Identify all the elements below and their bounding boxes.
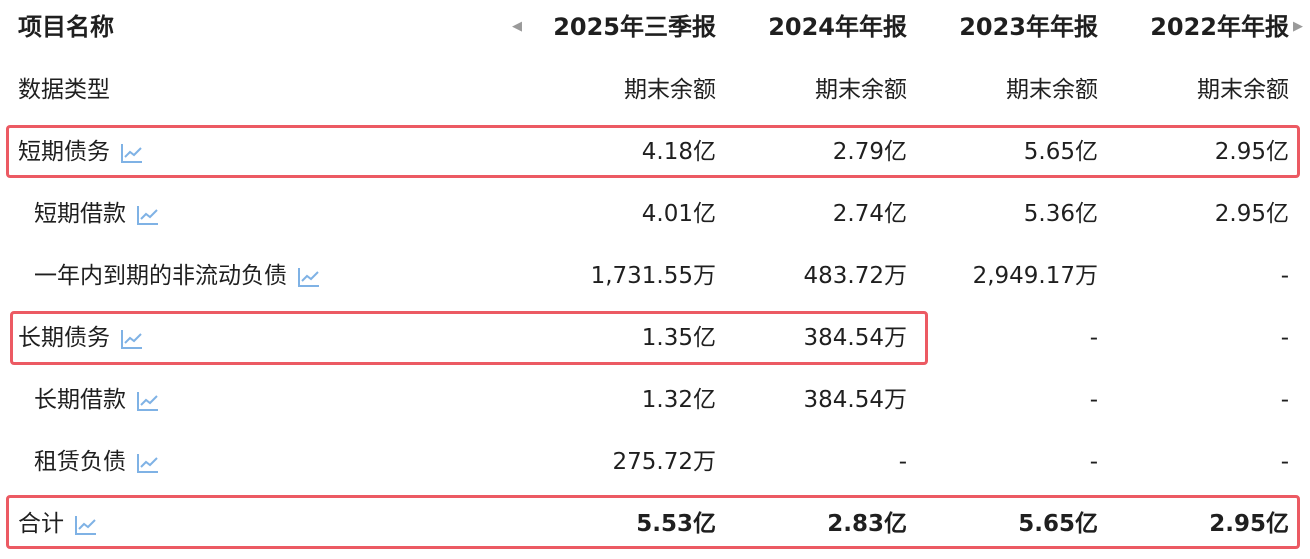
row-value: -: [1089, 325, 1098, 351]
row-value: 1.35亿: [641, 325, 716, 351]
row-value: 2.95亿: [1214, 139, 1289, 165]
row-value: 384.54万: [803, 325, 907, 351]
row-value: 5.36亿: [1023, 201, 1098, 227]
caret-left-icon[interactable]: ◀: [512, 19, 522, 34]
data-type-label: 数据类型: [18, 77, 110, 103]
data-type-value: 期末余额: [1006, 77, 1098, 103]
row-label: 短期债务: [18, 139, 110, 165]
data-type-value: 期末余额: [1197, 77, 1289, 103]
table-row: 长期借款 1.32亿 384.54万 - -: [0, 369, 1310, 431]
data-type-value: 期末余额: [815, 77, 907, 103]
row-value: 275.72万: [612, 449, 716, 475]
table-header-row: 项目名称 ◀ 2025年三季报 2024年年报 2023年年报 2022年年报 …: [0, 0, 1310, 58]
row-value: 2.83亿: [827, 511, 907, 537]
table-row: 长期债务 1.35亿 384.54万 - -: [0, 307, 1310, 369]
row-value: 5.53亿: [636, 511, 716, 537]
row-value: -: [898, 449, 907, 475]
caret-right-icon[interactable]: ▶: [1293, 19, 1303, 34]
row-value: 384.54万: [803, 387, 907, 413]
row-value: 2.95亿: [1214, 201, 1289, 227]
row-label: 长期债务: [18, 325, 110, 351]
line-chart-icon[interactable]: [120, 328, 144, 350]
column-header-period: 2024年年报: [768, 13, 907, 41]
row-value: -: [1280, 325, 1289, 351]
row-value: 4.18亿: [641, 139, 716, 165]
row-value: 5.65亿: [1018, 511, 1098, 537]
column-header-period: 2022年年报: [1150, 13, 1289, 41]
row-value: -: [1280, 449, 1289, 475]
row-value: 1.32亿: [641, 387, 716, 413]
row-label: 一年内到期的非流动负债: [34, 263, 287, 289]
row-value: -: [1089, 449, 1098, 475]
row-label: 长期借款: [34, 387, 126, 413]
row-value: -: [1089, 387, 1098, 413]
line-chart-icon[interactable]: [120, 142, 144, 164]
row-value: 2.74亿: [832, 201, 907, 227]
table-total-row: 合计 5.53亿 2.83亿 5.65亿 2.95亿: [0, 493, 1310, 555]
row-label: 短期借款: [34, 201, 126, 227]
data-type-value: 期末余额: [624, 77, 716, 103]
line-chart-icon[interactable]: [136, 390, 160, 412]
table-row: 租赁负债 275.72万 - - -: [0, 431, 1310, 493]
table-row: 短期债务 4.18亿 2.79亿 5.65亿 2.95亿: [0, 121, 1310, 183]
column-header-period: 2023年年报: [959, 13, 1098, 41]
row-value: 2.95亿: [1209, 511, 1289, 537]
line-chart-icon[interactable]: [74, 514, 98, 536]
row-value: 2,949.17万: [972, 263, 1098, 289]
row-value: 483.72万: [803, 263, 907, 289]
row-value: -: [1280, 263, 1289, 289]
row-label: 合计: [18, 511, 64, 537]
table-row: 短期借款 4.01亿 2.74亿 5.36亿 2.95亿: [0, 183, 1310, 245]
table-subheader-row: 数据类型 期末余额 期末余额 期末余额 期末余额: [0, 59, 1310, 121]
row-value: 1,731.55万: [590, 263, 716, 289]
line-chart-icon[interactable]: [297, 266, 321, 288]
row-label: 租赁负债: [34, 449, 126, 475]
row-value: 5.65亿: [1023, 139, 1098, 165]
line-chart-icon[interactable]: [136, 204, 160, 226]
row-value: -: [1280, 387, 1289, 413]
column-header-period: 2025年三季报: [553, 13, 716, 41]
table-row: 一年内到期的非流动负债 1,731.55万 483.72万 2,949.17万 …: [0, 245, 1310, 307]
line-chart-icon[interactable]: [136, 452, 160, 474]
row-value: 2.79亿: [832, 139, 907, 165]
column-header-name: 项目名称: [18, 13, 114, 41]
row-value: 4.01亿: [641, 201, 716, 227]
